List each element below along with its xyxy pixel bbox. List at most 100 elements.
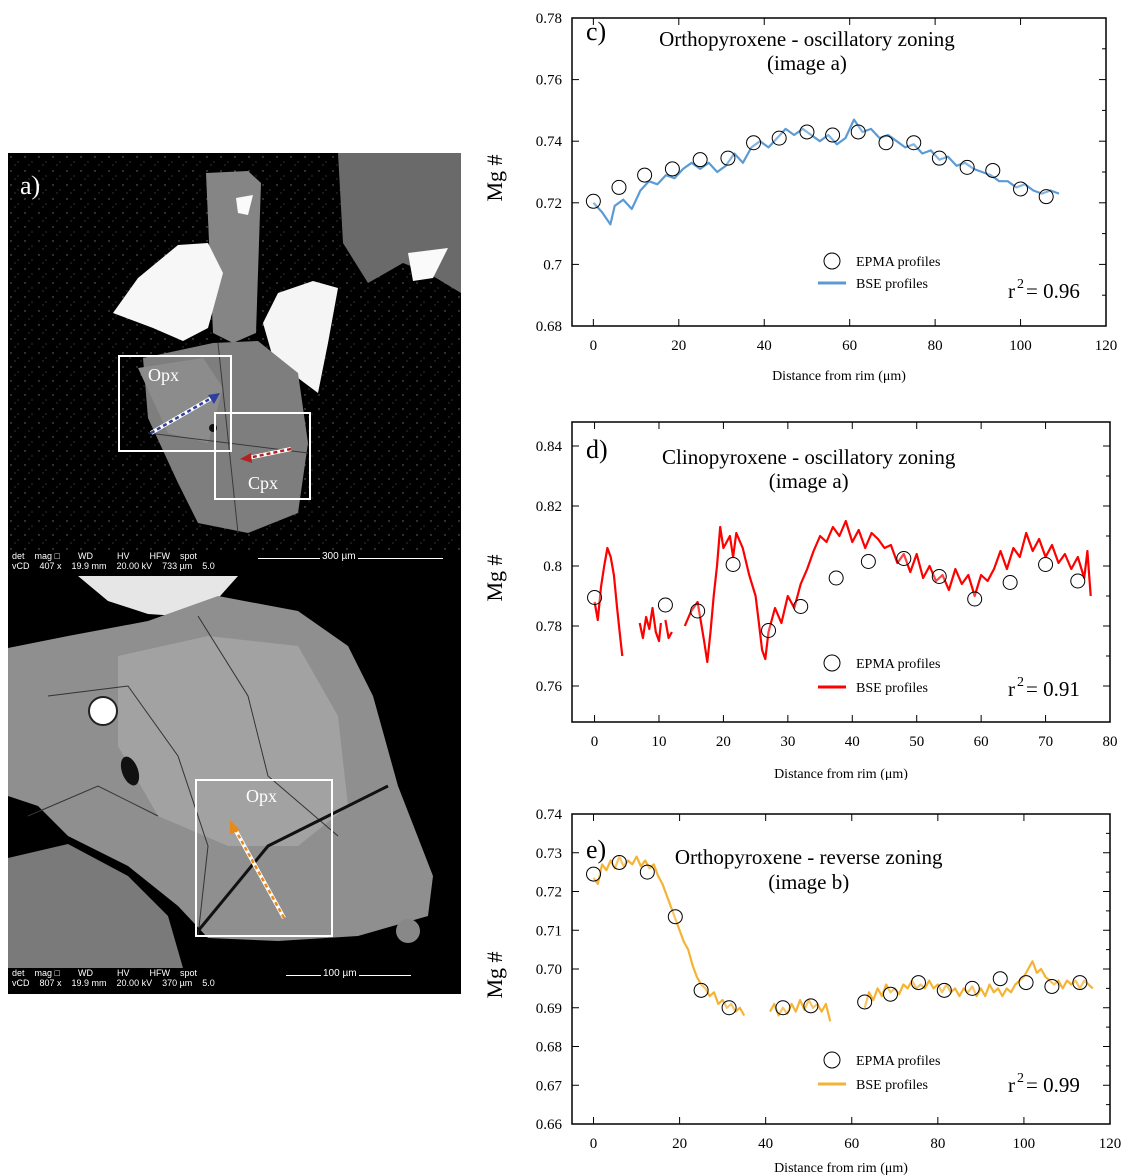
bse-profile-line	[638, 606, 662, 643]
x-tick-label: 40	[845, 734, 860, 750]
x-axis-label: Distance from rim (μm)	[774, 767, 908, 780]
y-axis-label: Mg #	[482, 951, 507, 998]
epma-point	[587, 590, 603, 605]
epma-point	[992, 971, 1008, 987]
epma-point	[825, 127, 841, 143]
chart-subtitle: (image a)	[767, 51, 847, 75]
info-value-item: 19.9 mm	[71, 561, 107, 571]
epma-point	[1018, 975, 1034, 991]
info-header-item: det	[12, 968, 25, 978]
chart-title: Clinopyroxene - oscillatory zoning	[662, 445, 956, 469]
epma-point	[639, 864, 655, 880]
info-header-item: HFW	[149, 968, 170, 978]
info-value-item: 807 x	[39, 978, 62, 988]
epma-point	[850, 124, 866, 140]
epma-point	[799, 124, 815, 140]
legend-bse-label: BSE profiles	[856, 681, 928, 696]
legend-epma-label: EPMA profiles	[856, 255, 940, 270]
epma-point	[1013, 181, 1029, 197]
epma-point	[775, 1000, 791, 1016]
y-tick-label: 0.71	[536, 923, 562, 939]
y-tick-label: 0.78	[536, 619, 562, 635]
epma-point	[882, 986, 898, 1002]
info-value-item: 19.9 mm	[71, 978, 107, 988]
epma-point	[664, 161, 680, 177]
epma-point	[692, 152, 708, 168]
x-tick-label: 50	[909, 734, 924, 750]
legend-epma-marker	[823, 252, 841, 270]
r-squared-exponent: 2	[1017, 1071, 1024, 1086]
info-header-item: WD	[77, 968, 93, 978]
chart-title: Orthopyroxene - oscillatory zoning	[659, 27, 955, 51]
info-value-item: 370 µm	[162, 978, 193, 988]
epma-point	[611, 854, 627, 870]
epma-point	[585, 193, 601, 209]
x-tick-label: 100	[1009, 338, 1032, 354]
x-tick-label: 60	[844, 1136, 859, 1152]
y-tick-label: 0.74	[536, 807, 563, 823]
y-tick-label: 0.73	[536, 846, 562, 862]
epma-point	[720, 150, 736, 166]
x-tick-label: 20	[672, 1136, 687, 1152]
x-tick-label: 120	[1095, 338, 1118, 354]
panel-label: d)	[586, 435, 608, 464]
mineral-label-opx-b: Opx	[246, 786, 277, 806]
bse-profile-line	[683, 519, 1092, 664]
panel-label: e)	[586, 835, 606, 864]
epma-point	[721, 1000, 737, 1016]
x-tick-label: 30	[780, 734, 795, 750]
x-tick-label: 80	[928, 338, 943, 354]
epma-point	[771, 130, 787, 146]
info-header-item: WD	[77, 551, 93, 561]
info-header-item: mag □	[34, 551, 60, 561]
epma-point	[959, 159, 975, 175]
epma-point	[1072, 975, 1088, 991]
epma-point	[1038, 557, 1054, 572]
epma-point	[878, 135, 894, 151]
r-squared-value: = 0.91	[1026, 677, 1080, 701]
legend-bse-label: BSE profiles	[856, 1078, 928, 1093]
info-header-item: HFW	[149, 551, 170, 561]
y-tick-label: 0.69	[536, 1001, 562, 1017]
x-tick-label: 40	[758, 1136, 773, 1152]
x-tick-label: 80	[930, 1136, 945, 1152]
x-tick-label: 60	[974, 734, 989, 750]
mineral-label-cpx-a: Cpx	[248, 473, 279, 493]
y-tick-label: 0.67	[536, 1078, 563, 1094]
epma-point	[1038, 189, 1054, 205]
bse-profile-line	[664, 619, 673, 640]
y-tick-label: 0.72	[536, 885, 562, 901]
r-squared-value: = 0.96	[1026, 279, 1080, 303]
legend-epma-marker	[823, 1051, 841, 1069]
x-axis-label: Distance from rim (μm)	[774, 1161, 908, 1176]
epma-point	[967, 591, 983, 607]
epma-point	[586, 866, 602, 882]
scale-text-b: 100 µm	[321, 968, 359, 979]
epma-point	[936, 982, 952, 998]
mineral-label-opx-a: Opx	[148, 365, 179, 385]
sem-image-a: a) Opx Cpx det mag □ WD HV HFW spot vCD …	[8, 153, 461, 577]
bse-profile-line	[769, 998, 832, 1022]
epma-point	[1044, 978, 1060, 994]
sem-info-values-b: vCD 807 x 19.9 mm 20.00 kV 370 µm 5.0	[8, 978, 461, 988]
epma-point	[931, 150, 947, 166]
y-tick-label: 0.82	[536, 499, 562, 515]
r-squared-exponent: 2	[1017, 675, 1024, 690]
epma-point	[906, 135, 922, 151]
epma-point	[931, 569, 947, 584]
info-value-item: vCD	[12, 561, 30, 571]
x-tick-label: 120	[1099, 1136, 1122, 1152]
sem-info-header-a: det mag □ WD HV HFW spot	[8, 551, 461, 561]
x-tick-label: 10	[651, 734, 666, 750]
r-squared-label: r	[1008, 1073, 1015, 1097]
epma-point	[1002, 575, 1018, 590]
r-squared-value: = 0.99	[1026, 1073, 1080, 1097]
legend-epma-marker	[823, 654, 841, 672]
chart-c: 0 20 40 60 80 100 120 0.68 0.7 0.72 0.74 0.76 0.78 Di…	[482, 11, 1118, 384]
bse-profile-line	[592, 118, 1060, 226]
sem-image-a-graphic	[8, 153, 461, 551]
info-header-item: HV	[116, 968, 130, 978]
r-squared-exponent: 2	[1017, 277, 1024, 292]
legend-bse-label: BSE profiles	[856, 277, 928, 292]
epma-point	[611, 179, 627, 195]
